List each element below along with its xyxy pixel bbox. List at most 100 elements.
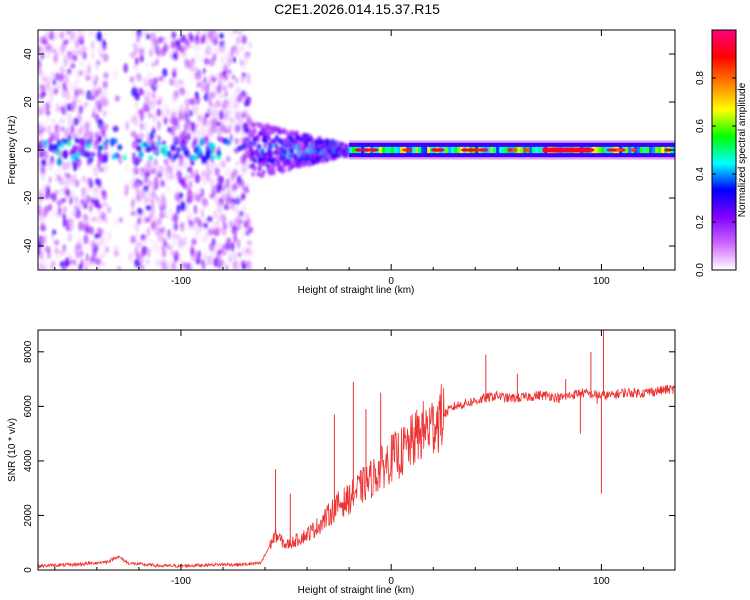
spectrogram-speckle — [246, 247, 250, 255]
spectrogram-speckle — [229, 189, 234, 199]
spectrogram-speckle — [195, 131, 203, 141]
spectrogram-speckle — [207, 31, 212, 40]
spectrogram-xtick-label: 100 — [593, 276, 610, 287]
spectrogram-ytick-label: -20 — [23, 190, 34, 205]
spectrogram-core-blob — [52, 143, 58, 150]
spectrogram-speckle — [72, 31, 78, 38]
spectrogram-speckle — [72, 161, 78, 172]
spectrogram-speckle — [83, 203, 88, 210]
spectrogram-speckle — [230, 171, 236, 181]
spectrogram-speckle — [160, 196, 167, 207]
spectrogram-speckle — [164, 184, 171, 193]
spectrogram-transition-blob — [289, 129, 294, 135]
spectrogram-speckle — [153, 213, 157, 222]
spectrogram-speckle — [172, 212, 179, 223]
snr-xtick-label: 100 — [593, 576, 610, 587]
spectrogram-speckle — [48, 176, 52, 184]
spectrogram-speckle — [91, 248, 98, 257]
spectrogram-speckle — [70, 175, 75, 185]
spectrogram-speckle — [139, 122, 145, 131]
spectrogram-speckle — [234, 137, 240, 145]
spectrogram-speckle — [178, 86, 185, 94]
spectrogram-speckle — [103, 30, 108, 41]
spectrogram-speckle — [233, 126, 240, 136]
spectrogram-speckle — [213, 257, 219, 268]
spectrogram-speckle — [203, 57, 210, 65]
spectrogram-transition-blob — [340, 144, 345, 150]
spectrogram-speckle — [207, 93, 214, 102]
spectrogram-speckle — [88, 226, 94, 235]
spectrogram-core-blob — [216, 150, 222, 157]
spectrogram-speckle — [130, 201, 135, 211]
spectrogram-speckle — [85, 75, 91, 81]
spectrogram-speckle — [100, 107, 108, 117]
spectrogram-speckle — [112, 218, 119, 225]
spectrogram-speckle — [137, 131, 144, 140]
spectrogram-speckle — [231, 250, 237, 259]
snr-xlabel: Height of straight line (km) — [298, 585, 415, 596]
spectrogram-ytick-label: 0 — [23, 147, 34, 153]
spectrogram-speckle — [202, 249, 209, 255]
spectrogram-speckle — [143, 216, 147, 225]
spectrogram-speckle — [192, 137, 198, 145]
snr-xtick-label: 0 — [388, 576, 394, 587]
spectrogram-transition-blob — [330, 140, 335, 147]
spectrogram-speckle — [97, 179, 102, 188]
spectrogram-speckle — [39, 262, 44, 270]
spectrogram-speckle — [159, 227, 164, 234]
spectrogram-speckle — [141, 190, 147, 199]
spectrogram-speckle — [155, 58, 159, 66]
spectrogram-speckle — [238, 56, 243, 65]
spectrogram-speckle — [169, 78, 174, 86]
spectrogram-speckle — [84, 226, 90, 234]
spectrogram-speckle — [232, 30, 239, 34]
spectrogram-transition-blob — [257, 143, 262, 150]
spectrogram-core-blob — [117, 144, 123, 151]
spectrogram-speckle — [240, 154, 247, 166]
spectrogram-speckle — [244, 147, 250, 158]
spectrogram-speckle — [160, 108, 165, 118]
spectrogram-speckle — [136, 181, 141, 192]
spectrogram-speckle — [168, 173, 175, 179]
spectrogram-speckle — [134, 47, 140, 54]
spectrogram-band-core — [388, 146, 392, 154]
spectrogram-speckle — [214, 99, 221, 108]
spectrogram-speckle — [45, 31, 51, 40]
spectrogram-band-core — [646, 146, 650, 154]
spectrogram-speckle — [243, 136, 251, 142]
spectrogram-speckle — [232, 56, 237, 63]
spectrogram-xtick-label: -100 — [171, 276, 191, 287]
spectrogram-band-core — [496, 146, 500, 154]
spectrogram-transition-blob — [269, 150, 274, 156]
spectrogram-speckle — [223, 69, 227, 78]
spectrogram-speckle — [63, 205, 68, 213]
spectrogram-speckle — [193, 105, 199, 116]
spectrogram-speckle — [193, 204, 198, 215]
spectrogram-ylabel: Frequency (Hz) — [7, 116, 18, 185]
spectrogram-speckle — [201, 201, 207, 211]
spectrogram-speckle — [206, 45, 212, 56]
spectrogram-band-core — [415, 146, 419, 154]
spectrogram-speckle — [209, 72, 215, 82]
spectrogram-speckle — [200, 187, 205, 198]
spectrogram-transition-blob — [292, 153, 297, 159]
spectrogram-speckle — [132, 42, 137, 49]
spectrogram-band-core — [448, 146, 452, 154]
spectrogram-transition-blob — [324, 138, 329, 144]
spectrogram-speckle — [194, 73, 199, 81]
spectrogram-speckle — [112, 125, 119, 133]
spectrogram-speckle — [40, 170, 46, 181]
spectrogram-speckle — [57, 165, 62, 173]
spectrogram-speckle — [74, 107, 82, 114]
spectrogram-speckle — [211, 83, 215, 90]
spectrogram-transition-blob — [344, 143, 349, 149]
spectrogram-speckle — [182, 160, 189, 170]
spectrogram-speckle — [170, 40, 176, 49]
spectrogram-speckle — [44, 101, 50, 111]
spectrogram-speckle — [237, 251, 242, 258]
spectrogram-hotspot — [522, 148, 531, 152]
spectrogram-transition-blob — [294, 145, 299, 151]
spectrogram-transition-blob — [271, 139, 276, 145]
spectrogram-speckle — [157, 120, 161, 131]
spectrogram-speckle — [66, 70, 72, 77]
